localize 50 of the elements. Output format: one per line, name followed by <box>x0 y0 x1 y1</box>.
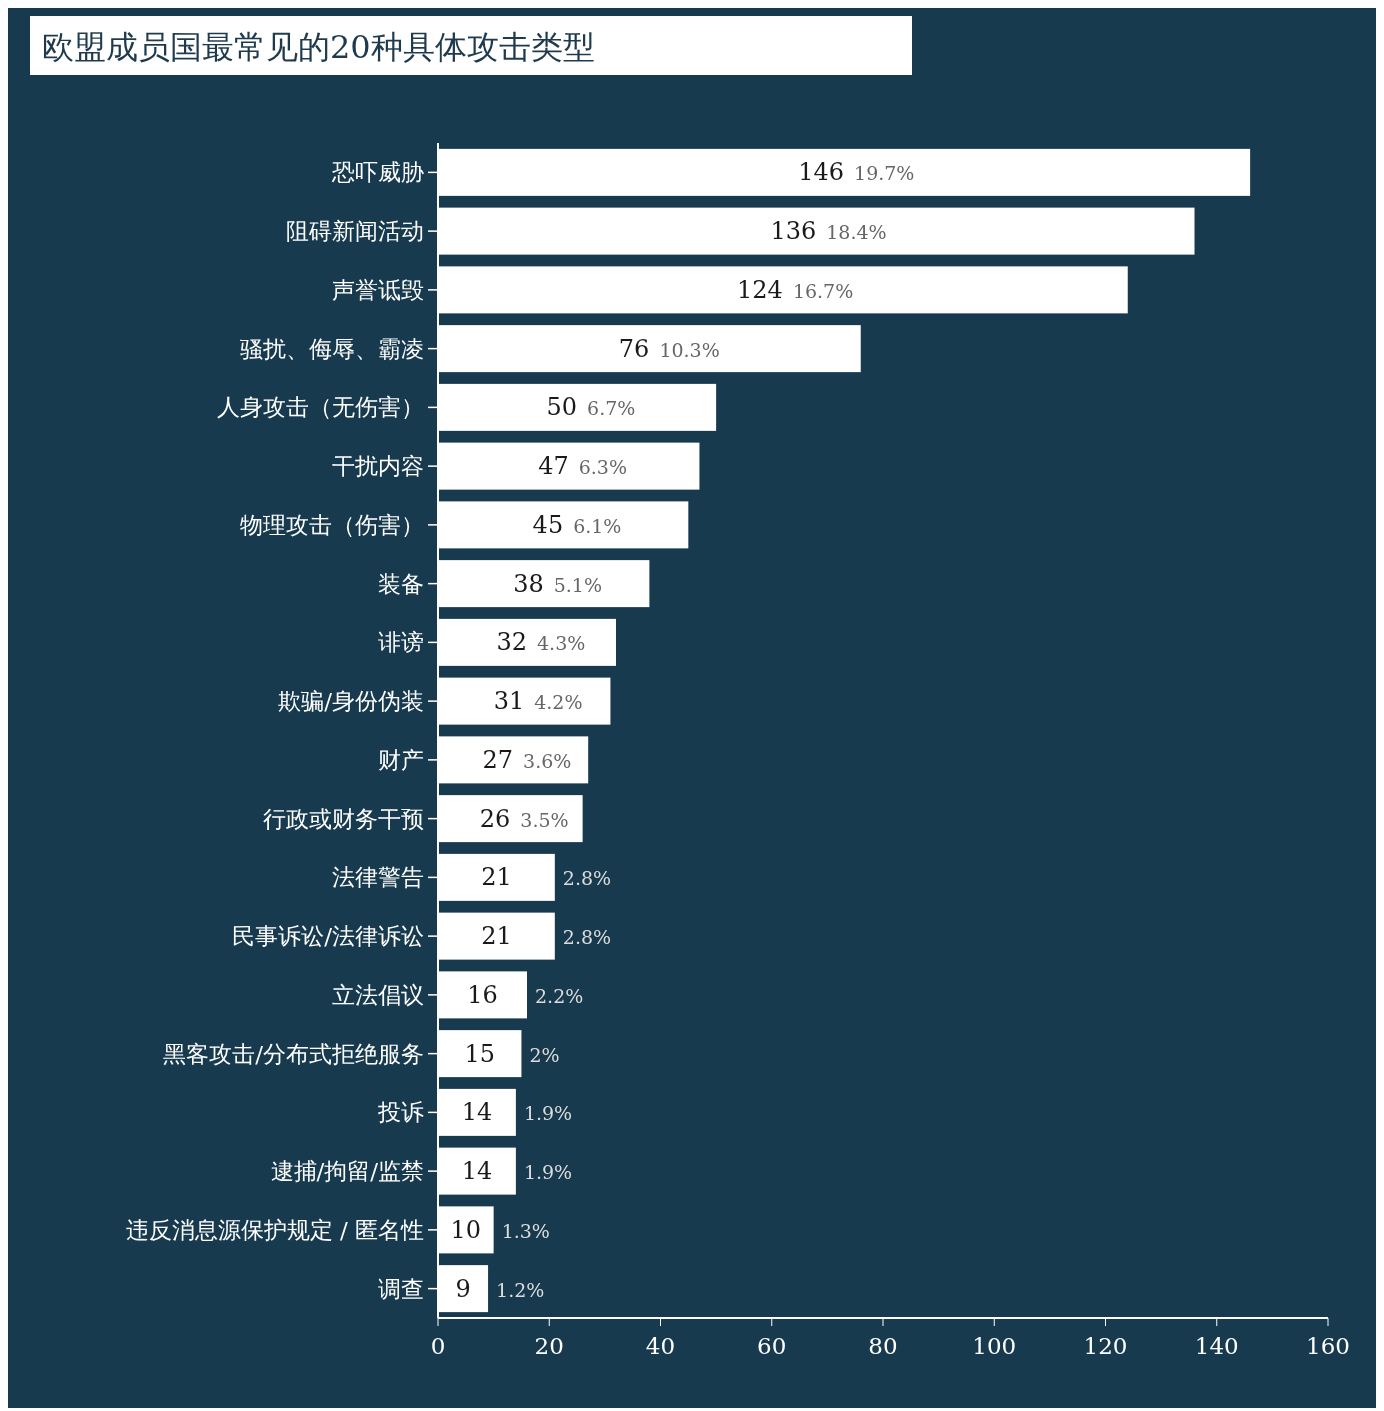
data-label: 38 5.1% <box>513 569 602 598</box>
y-tick-label: 骚扰、侮辱、霸凌 <box>240 335 424 362</box>
text: 16 2.2% <box>467 980 584 1009</box>
data-label: 47 6.3% <box>538 452 627 481</box>
text: 15 2% <box>464 1039 560 1068</box>
text: 21 2.8% <box>481 863 612 892</box>
x-tick-label: 120 <box>1083 1333 1128 1359</box>
y-tick-label: 行政或财务干预 <box>263 805 424 832</box>
data-label: 124 16.7% <box>737 275 854 304</box>
y-tick-label: 欺骗/身份伪装 <box>278 688 424 715</box>
data-label: 45 6.1% <box>532 510 622 539</box>
y-tick-label: 声誉诋毁 <box>332 276 424 303</box>
y-tick-label: 装备 <box>378 570 424 597</box>
data-label: 9 1.2% <box>455 1274 545 1303</box>
data-label: 32 4.3% <box>496 628 586 657</box>
y-tick-label: 逮捕/拘留/监禁 <box>270 1158 424 1185</box>
y-tick-label: 黑客攻击/分布式拒绝服务 <box>163 1040 424 1067</box>
data-label: 27 3.6% <box>482 745 572 774</box>
y-tick-label: 物理攻击（伤害） <box>240 511 424 538</box>
y-tick-label: 诽谤 <box>378 629 424 656</box>
y-tick-label: 人身攻击（无伤害） <box>217 394 424 421</box>
data-label: 146 19.7% <box>798 158 915 187</box>
x-tick-label: 60 <box>757 1333 787 1359</box>
x-tick-label: 40 <box>645 1333 676 1359</box>
y-tick-label: 违反消息源保护规定 / 匿名性 <box>125 1216 424 1243</box>
y-tick-label: 阻碍新闻活动 <box>286 218 424 245</box>
y-tick-label: 投诉 <box>377 1099 424 1126</box>
y-tick-label: 民事诉讼/法律诉讼 <box>232 923 424 950</box>
data-label: 76 10.3% <box>618 334 720 363</box>
y-tick-label: 调查 <box>378 1275 424 1302</box>
data-label: 10 1.3% <box>450 1215 550 1244</box>
y-tick-label: 干扰内容 <box>332 453 424 480</box>
text: 14 1.9% <box>461 1157 573 1186</box>
data-label: 50 6.7% <box>546 393 636 422</box>
data-label: 31 4.2% <box>493 687 583 716</box>
x-tick-label: 0 <box>430 1333 446 1359</box>
text: 14 1.9% <box>461 1098 573 1127</box>
x-tick-label: 100 <box>972 1333 1017 1359</box>
chart-title: 欧盟成员国最常见的20种具体攻击类型 <box>42 28 595 66</box>
x-tick-label: 20 <box>534 1333 564 1359</box>
y-tick-label: 恐吓威胁 <box>331 159 424 186</box>
y-tick-label: 立法倡议 <box>332 981 424 1008</box>
x-tick-label: 80 <box>868 1333 898 1359</box>
text: 21 2.8% <box>481 922 612 951</box>
y-tick-label: 财产 <box>378 746 424 773</box>
x-tick-label: 140 <box>1194 1333 1239 1359</box>
data-label: 26 3.5% <box>479 804 569 833</box>
y-tick-label: 法律警告 <box>332 864 424 891</box>
data-label: 136 18.4% <box>770 217 887 246</box>
x-tick-label: 160 <box>1306 1333 1350 1359</box>
